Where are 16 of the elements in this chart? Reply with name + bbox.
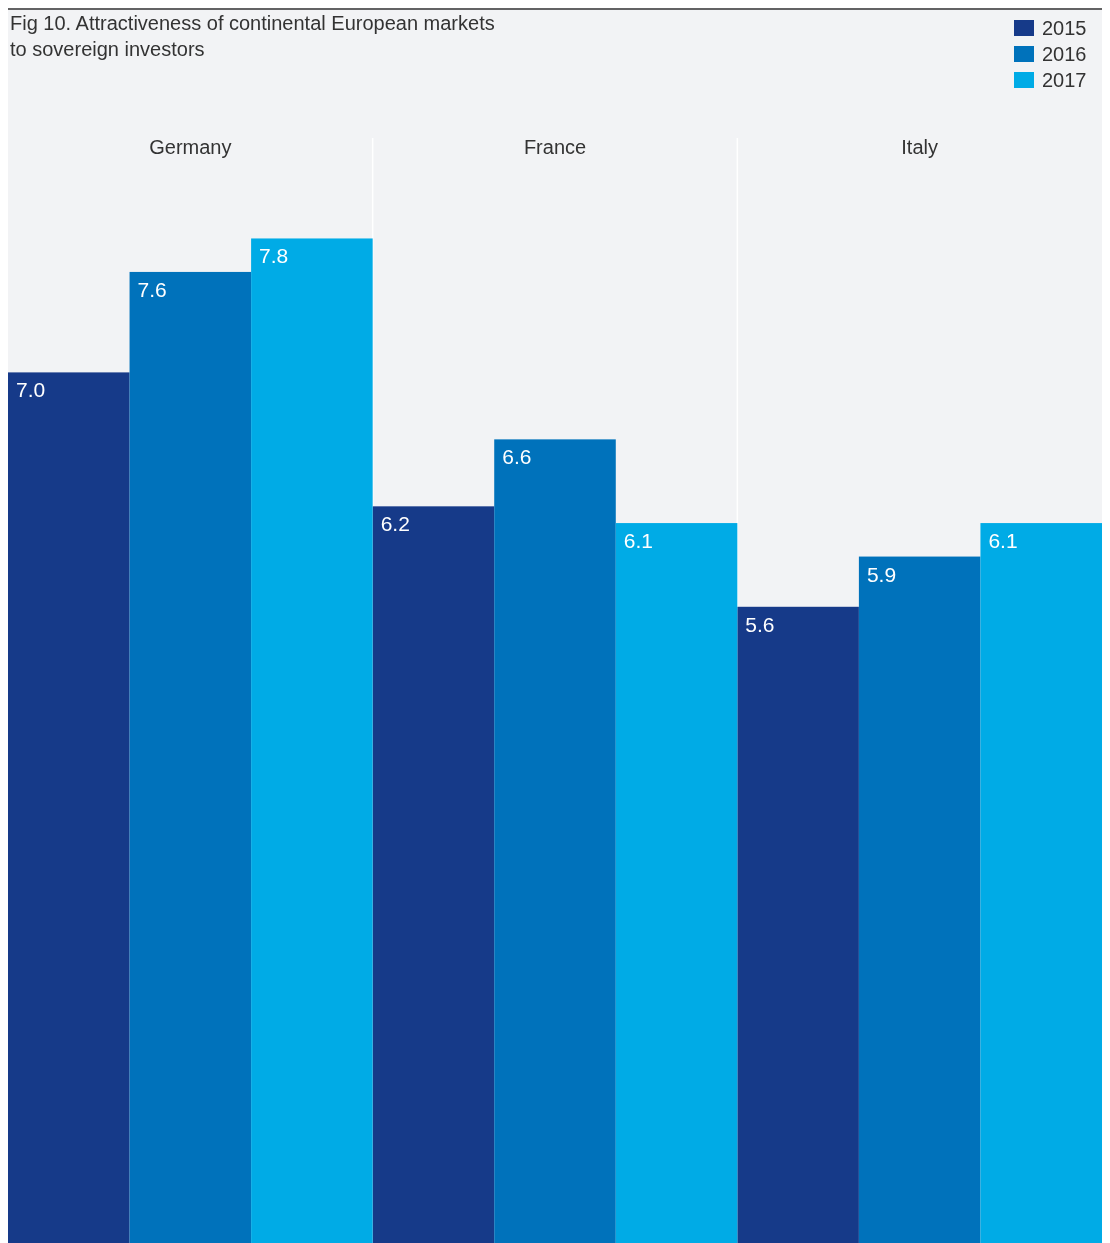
x-tick-label: Germany <box>149 136 232 158</box>
data-label: 5.6 <box>745 612 775 636</box>
x-tick-label: France <box>523 136 587 158</box>
legend-label: 2016 <box>1042 43 1087 65</box>
chart-title: Fig 10. Attractiveness of continental European markets to sovereign investors <box>10 12 495 60</box>
legend-label: 2017 <box>1042 69 1087 91</box>
data-label: 7.8 <box>259 244 289 268</box>
data-label: 7.0 <box>16 378 46 402</box>
legend-label: 2015 <box>1042 17 1087 39</box>
data-label: 6.1 <box>623 529 653 553</box>
data-label: 6.2 <box>380 512 410 536</box>
data-label: 7.6 <box>137 277 167 301</box>
data-label: 6.1 <box>988 529 1018 553</box>
data-label: 6.6 <box>502 445 532 469</box>
x-tick-label: Italy <box>901 136 939 158</box>
data-label: 5.9 <box>866 562 897 586</box>
